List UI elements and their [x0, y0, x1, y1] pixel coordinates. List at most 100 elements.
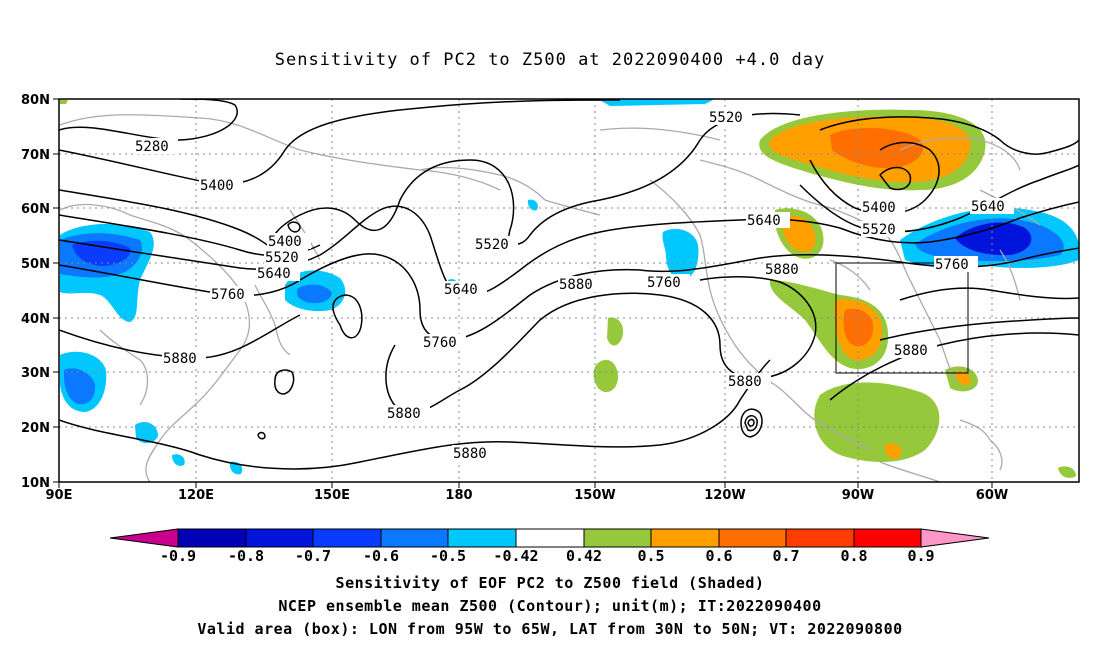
colorbar-cell	[785, 528, 855, 548]
colorbar-cell-max	[920, 528, 990, 548]
colorbar-cell	[853, 528, 922, 548]
colorbar-cell	[447, 528, 517, 548]
contour-5400-west	[59, 99, 621, 185]
contour-label: 5880	[894, 343, 928, 359]
contour-label: 5640	[747, 213, 781, 229]
contour-label: 5880	[765, 262, 799, 278]
contour-ring-4	[257, 431, 266, 440]
contour-5880-c	[59, 359, 771, 470]
contour-5400-east	[809, 141, 940, 215]
lat-label: 50N	[21, 257, 50, 272]
contour-label: 5520	[862, 222, 896, 238]
colorbar-cell	[515, 528, 585, 548]
contour-label: 5640	[971, 199, 1005, 215]
colorbar-label: -0.8	[228, 547, 264, 565]
lat-label: 40N	[21, 312, 50, 327]
shade-negative-japan-core	[296, 284, 332, 304]
shade-positive-gulf	[814, 382, 940, 462]
shade-negative-china-core	[63, 368, 96, 405]
lon-label: 90E	[46, 488, 73, 503]
caption-shaded: Sensitivity of EOF PC2 to Z500 field (Sh…	[335, 574, 765, 592]
contour-label: 5400	[268, 234, 302, 250]
contour-ring-1	[332, 294, 363, 339]
colorbar-cell	[177, 528, 247, 548]
contour-label: 5760	[647, 275, 681, 291]
contour-low-1	[740, 408, 763, 438]
colorbar-label: -0.6	[363, 547, 399, 565]
map-border	[58, 98, 1080, 483]
contour-label: 5640	[444, 282, 478, 298]
colorbar-cell	[583, 528, 652, 548]
lon-label: 150W	[574, 488, 615, 503]
colorbar-label: 0.5	[637, 547, 664, 565]
shade-negative-top	[598, 99, 715, 106]
longitude-axis: 90E 120E 150E 180 150W 120W 90W 60W	[46, 482, 1008, 503]
shade-negative-small-1	[172, 454, 185, 466]
colorbar-label: 0.8	[840, 547, 867, 565]
shade-positive-plains-core	[781, 215, 816, 252]
caption-valid-area: Valid area (box): LON from 95W to 65W, L…	[197, 620, 903, 638]
lat-label: 10N	[21, 476, 50, 491]
colorbar-label: 0.42	[566, 547, 602, 565]
contour-label: 5280	[135, 139, 169, 155]
shade-positive-arctic-left	[60, 100, 68, 104]
contour-label: 5400	[200, 178, 234, 194]
contour-ring-2	[274, 369, 295, 395]
caption-contour: NCEP ensemble mean Z500 (Contour); unit(…	[278, 597, 822, 615]
lon-label: 60W	[976, 488, 1008, 503]
map-title: Sensitivity of PC2 to Z500 at 2022090400…	[274, 50, 826, 70]
lat-label: 30N	[21, 366, 50, 381]
contour-5400-inner	[879, 166, 912, 191]
contour-label: 5760	[935, 257, 969, 273]
contour-label: 5880	[559, 277, 593, 293]
contour-label: 5760	[423, 335, 457, 351]
shade-positive-pacific-2	[593, 359, 618, 393]
colorbar-label: 0.9	[907, 547, 934, 565]
contour-label: 5520	[265, 250, 299, 266]
contour-5280	[59, 99, 238, 141]
colorbar-label: -0.42	[493, 547, 538, 565]
contour-label: 5760	[211, 287, 245, 303]
contour-ring-3	[287, 221, 301, 233]
valid-area-box	[835, 262, 969, 374]
colorbar-cell	[245, 528, 314, 548]
contour-label: 5880	[387, 406, 421, 422]
contour-label: 5880	[453, 446, 487, 462]
contour-5760-east	[899, 287, 1079, 301]
shade-positive-bermuda-core	[955, 370, 971, 386]
shade-negative-west-asia-core	[72, 240, 131, 266]
colorbar-label: -0.7	[295, 547, 331, 565]
lon-label: 120W	[704, 488, 745, 503]
contour-5760	[59, 247, 1079, 341]
lon-label: 180	[445, 488, 472, 503]
lat-label: 70N	[21, 148, 50, 163]
contour-5880-d	[829, 332, 1079, 401]
contour-5880-east	[879, 317, 1079, 341]
shaded-regions	[60, 99, 1079, 478]
shade-positive-far-right	[1058, 466, 1076, 478]
shade-negative-nepacific	[662, 228, 699, 280]
contour-low-3	[747, 418, 755, 427]
contour-5880-b	[385, 276, 817, 414]
contour-5520-east	[799, 164, 1079, 233]
contour-5640	[59, 205, 841, 297]
colorbar-cell	[312, 528, 382, 548]
lon-label: 150E	[314, 488, 350, 503]
contour-labels: 5280 5400 5400 5520 5520 5640 5760 5760 …	[134, 109, 1014, 462]
colorbar: -0.9 -0.8 -0.7 -0.6 -0.5 -0.42 0.42 0.5 …	[109, 528, 990, 565]
colorbar-cell	[718, 528, 787, 548]
contour-label: 5880	[163, 351, 197, 367]
contour-label: 5880	[728, 374, 762, 390]
contour-label: 5400	[862, 200, 896, 216]
colorbar-label: 0.6	[705, 547, 732, 565]
colorbar-label: 0.7	[772, 547, 799, 565]
shade-negative-scs	[135, 422, 158, 444]
shade-negative-alaska	[527, 199, 538, 211]
lat-label: 80N	[21, 93, 50, 108]
colorbar-label: -0.9	[160, 547, 196, 565]
shade-negative-labrador-core	[955, 222, 1032, 256]
shade-positive-north-canada-peak	[830, 128, 924, 169]
lat-label: 60N	[21, 202, 50, 217]
contour-label: 5520	[709, 110, 743, 126]
